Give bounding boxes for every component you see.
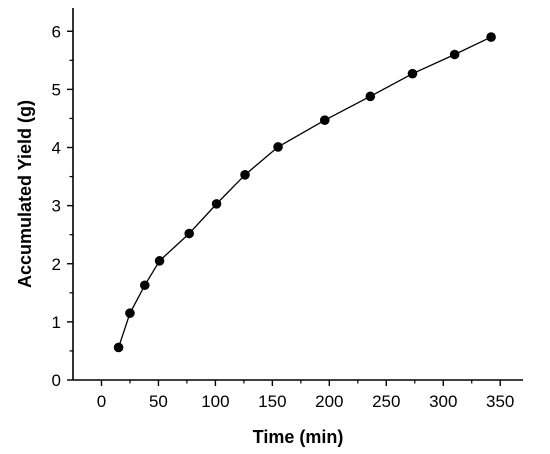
data-point bbox=[211, 199, 222, 209]
x-ticks bbox=[100, 380, 501, 386]
y-tick-label: 5 bbox=[52, 80, 61, 99]
x-tick-label: 50 bbox=[149, 392, 168, 411]
x-tick-label: 250 bbox=[372, 392, 400, 411]
data-point bbox=[113, 342, 124, 353]
y-tick-label: 3 bbox=[52, 197, 61, 216]
data-point bbox=[365, 91, 376, 102]
x-tick-label: 100 bbox=[201, 392, 229, 411]
data-point bbox=[125, 308, 135, 318]
x-tick-labels: 0 50 100 150 200 250 300 350 bbox=[97, 392, 515, 411]
y-ticks bbox=[67, 30, 73, 381]
y-tick-label: 4 bbox=[52, 139, 61, 158]
y-tick-label: 6 bbox=[52, 22, 61, 41]
y-axis-title: Accumulated Yield (g) bbox=[15, 100, 35, 288]
x-tick-label: 300 bbox=[429, 392, 457, 411]
series-line bbox=[117, 36, 492, 348]
x-tick-label: 0 bbox=[97, 392, 106, 411]
y-tick-label: 1 bbox=[52, 313, 61, 332]
axes bbox=[72, 8, 523, 381]
data-point bbox=[449, 49, 460, 60]
y-tick-labels: 0 1 2 3 4 5 6 bbox=[52, 22, 61, 390]
data-point bbox=[273, 142, 283, 152]
x-tick-label: 150 bbox=[258, 392, 286, 411]
x-axis-title: Time (min) bbox=[253, 427, 344, 447]
y-tick-label: 2 bbox=[52, 255, 61, 274]
x-tick-label: 200 bbox=[315, 392, 343, 411]
data-point bbox=[139, 280, 150, 291]
data-point bbox=[154, 256, 165, 266]
x-tick-label: 350 bbox=[486, 392, 514, 411]
data-point bbox=[407, 68, 418, 79]
data-point bbox=[486, 32, 496, 42]
data-point bbox=[184, 228, 195, 239]
y-tick-label: 0 bbox=[52, 371, 61, 390]
data-point bbox=[240, 170, 250, 180]
data-point bbox=[319, 115, 330, 125]
series-group bbox=[113, 32, 496, 353]
